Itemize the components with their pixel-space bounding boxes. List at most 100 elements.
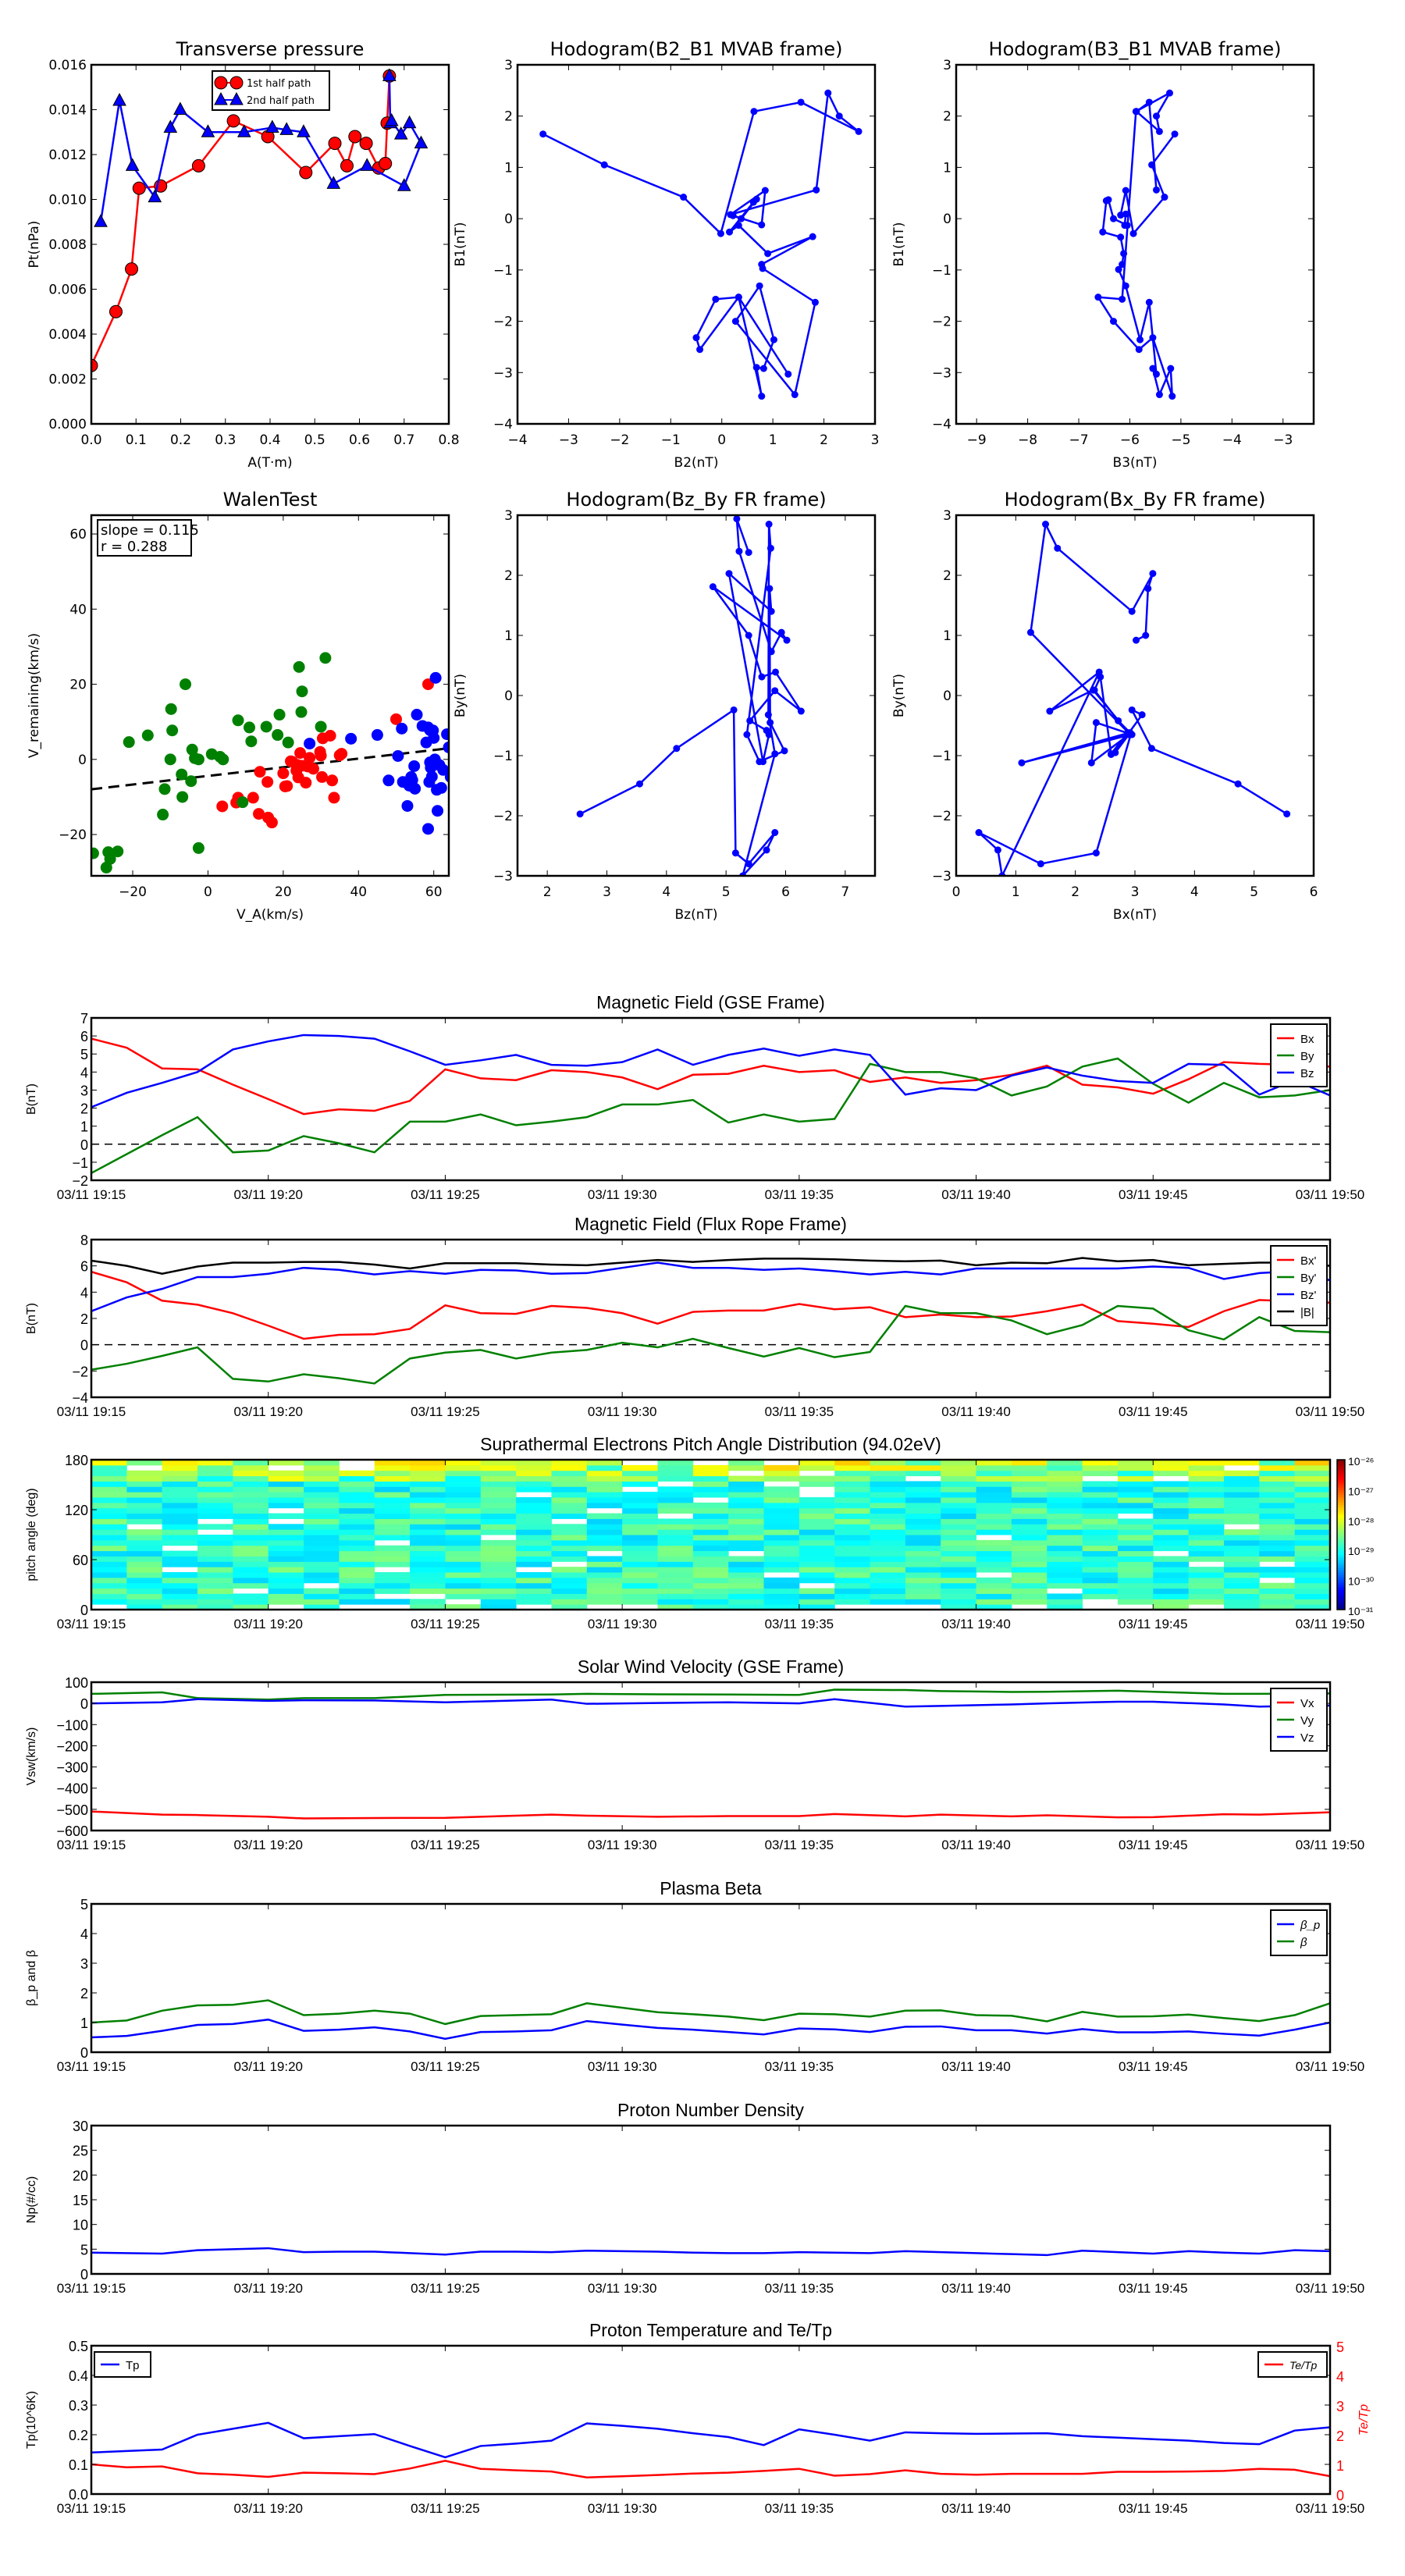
plot-area xyxy=(91,2247,1330,2257)
heatmap-cell xyxy=(728,1572,765,1578)
heatmap-cell xyxy=(692,1481,729,1487)
plot-area xyxy=(91,1688,1330,1820)
heatmap-cell xyxy=(763,1599,800,1605)
colorbar-segment xyxy=(1337,1525,1345,1528)
colorbar-segment xyxy=(1337,1532,1345,1535)
heatmap-cell xyxy=(1047,1492,1083,1498)
legend-label: Bx' xyxy=(1300,1254,1317,1268)
heatmap-cell xyxy=(657,1539,694,1546)
x-tick-label: 03/11 19:20 xyxy=(233,1187,303,1202)
heatmap-cell xyxy=(233,1497,269,1503)
heatmap-cell xyxy=(445,1486,482,1493)
heatmap-cell xyxy=(410,1556,446,1562)
x-tick-label: 0 xyxy=(717,432,726,448)
chart-hodogram-bz-by: Hodogram(Bz_By FR frame)2 3 4 5 6 7−3−2−10123… xyxy=(453,489,877,923)
y-tick-label: 6 xyxy=(80,1259,88,1275)
scatter-point-y xyxy=(260,720,272,733)
x-tick-label: 5 xyxy=(1250,884,1258,900)
heatmap-cell xyxy=(1011,1481,1048,1487)
heatmap-cell xyxy=(1259,1470,1296,1477)
heatmap-cell xyxy=(304,1518,340,1525)
colorbar-frame xyxy=(1336,1459,1346,1610)
heatmap-cell xyxy=(1117,1588,1154,1594)
x-tick-label: 03/11 19:25 xyxy=(411,1187,480,1202)
heatmap-cell xyxy=(268,1460,304,1466)
heatmap-cell xyxy=(1047,1582,1083,1589)
heatmap-cell xyxy=(870,1588,906,1594)
data-point-triangle xyxy=(279,122,294,135)
heatmap-cell xyxy=(445,1577,482,1584)
heatmap-cell xyxy=(905,1539,941,1546)
data-point xyxy=(797,707,805,715)
heatmap-cell xyxy=(586,1577,623,1584)
heatmap-cell xyxy=(728,1545,765,1552)
heatmap-cell xyxy=(551,1481,588,1487)
heatmap-cell xyxy=(1223,1481,1260,1487)
heatmap-cell xyxy=(1082,1572,1119,1578)
y-tick-label: 0.1 xyxy=(69,2457,88,2473)
series-line-By xyxy=(91,1304,1330,1385)
y-tick-label: 1 xyxy=(504,628,513,644)
data-point-circle xyxy=(226,114,240,128)
heatmap-cell xyxy=(1082,1567,1119,1573)
data-point xyxy=(1123,222,1131,229)
heatmap-cell xyxy=(410,1588,446,1594)
heatmap-cell xyxy=(1188,1539,1225,1546)
data-point xyxy=(745,549,752,557)
x-tick-label: 03/11 19:45 xyxy=(1119,1617,1188,1631)
heatmap-cell xyxy=(1259,1572,1296,1578)
heatmap-cell xyxy=(586,1486,623,1493)
y-tick-label: 1 xyxy=(80,1119,88,1135)
legend-label: By' xyxy=(1300,1272,1317,1285)
heatmap-cell xyxy=(1011,1464,1048,1471)
heatmap-cell xyxy=(1153,1470,1190,1477)
heatmap-cell xyxy=(1047,1502,1083,1509)
heatmap-cell xyxy=(91,1492,127,1498)
heatmap-cell xyxy=(941,1497,977,1503)
data-point xyxy=(975,829,983,837)
heatmap-cell xyxy=(1082,1582,1119,1589)
heatmap-cell xyxy=(339,1502,375,1509)
heatmap-cell xyxy=(516,1470,552,1477)
heatmap-cell xyxy=(657,1518,694,1525)
x-tick-label: 03/11 19:25 xyxy=(411,2501,480,2516)
heatmap-cell xyxy=(480,1502,517,1509)
heatmap-cell xyxy=(870,1567,906,1573)
heatmap-cell xyxy=(976,1497,1012,1503)
data-point xyxy=(1119,295,1126,303)
heatmap-cell xyxy=(126,1475,163,1482)
heatmap-cell xyxy=(622,1481,658,1487)
data-point xyxy=(1161,194,1168,201)
x-tick-label: 4 xyxy=(1190,884,1199,900)
x-tick-label: 0 xyxy=(204,884,212,900)
colorbar-segment xyxy=(1337,1599,1345,1603)
heatmap-cell xyxy=(445,1535,482,1541)
data-point-triangle xyxy=(265,119,279,133)
heatmap-cell xyxy=(339,1582,375,1589)
heatmap-cell xyxy=(905,1486,941,1493)
data-point-triangle xyxy=(414,135,429,149)
heatmap-cell xyxy=(870,1513,906,1519)
x-tick-label: 03/11 19:45 xyxy=(1119,2501,1188,2516)
heatmap-cell xyxy=(410,1475,446,1482)
y-tick-label: −400 xyxy=(56,1781,88,1797)
data-point xyxy=(1122,282,1129,290)
heatmap-cell xyxy=(1153,1518,1190,1525)
heatmap-cell xyxy=(268,1577,304,1584)
heatmap-cell xyxy=(516,1513,552,1519)
y-tick-label: 0.0 xyxy=(69,2487,88,2503)
heatmap-cell xyxy=(197,1582,233,1589)
heatmap-cell xyxy=(1117,1567,1154,1573)
heatmap-cell xyxy=(1294,1577,1331,1584)
colorbar-segment xyxy=(1337,1529,1345,1533)
heatmap-cell xyxy=(1047,1507,1083,1514)
colorbar-segment xyxy=(1337,1577,1345,1581)
heatmap-cell xyxy=(1082,1577,1119,1584)
data-point xyxy=(600,161,608,169)
heatmap-cell xyxy=(905,1492,941,1498)
heatmap-cell xyxy=(728,1464,765,1471)
data-point-circle xyxy=(299,165,313,180)
data-point xyxy=(813,186,820,194)
